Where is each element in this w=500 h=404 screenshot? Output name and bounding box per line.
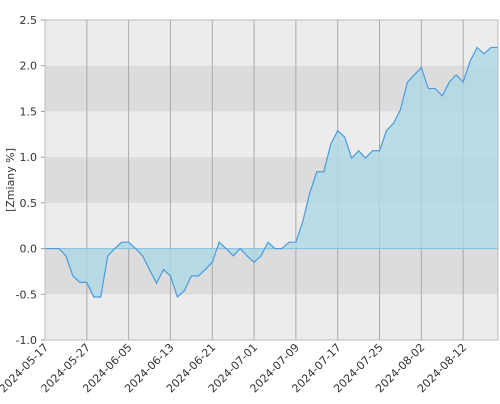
y-tick-label: -0.5 [16,288,37,301]
plot-border [44,19,499,341]
y-tick-label: 1.0 [20,151,38,164]
y-tick-label: 2.5 [20,14,38,27]
y-tick-label: 0.5 [20,197,38,210]
line [45,46,498,299]
y-tick-label: 1.5 [20,105,38,118]
y-tick-label: 2.0 [20,60,38,73]
band [45,248,498,295]
y-tick-label: -1.0 [16,334,37,347]
y-tick-label: 0.0 [20,243,38,256]
y-axis-label: [Zmiany %] [4,148,17,212]
area [45,47,498,298]
